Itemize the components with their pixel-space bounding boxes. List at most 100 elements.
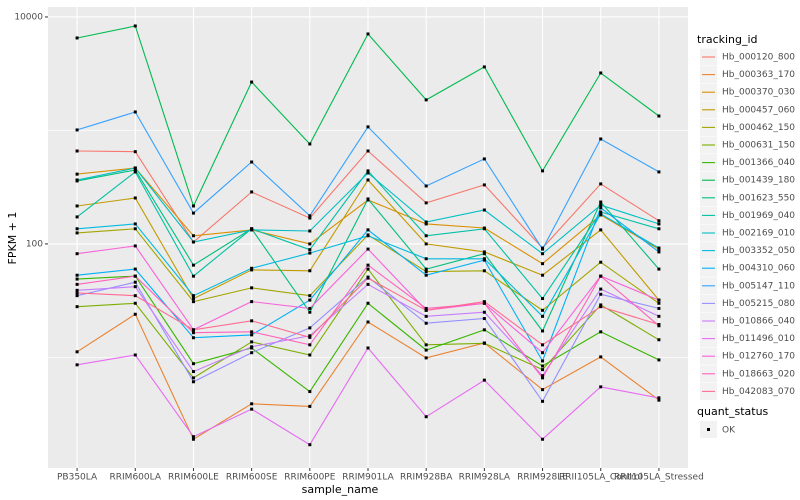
- point: [191, 204, 195, 208]
- point: [366, 178, 370, 182]
- point: [133, 244, 137, 248]
- point: [657, 314, 661, 318]
- point: [599, 71, 603, 75]
- y-tick-label: 10000: [14, 12, 43, 22]
- point: [424, 314, 428, 318]
- point: [541, 314, 545, 318]
- point: [541, 359, 545, 363]
- point: [191, 234, 195, 238]
- point: [657, 222, 661, 226]
- point: [191, 274, 195, 278]
- point: [541, 399, 545, 403]
- point: [599, 292, 603, 296]
- point: [541, 376, 545, 380]
- point: [75, 350, 79, 354]
- point: [366, 320, 370, 324]
- point: [366, 346, 370, 350]
- point: [250, 266, 254, 270]
- point: [541, 343, 545, 347]
- point: [541, 308, 545, 312]
- point: [541, 351, 545, 355]
- point: [424, 415, 428, 419]
- point: [133, 150, 137, 154]
- point: [599, 182, 603, 186]
- point: [599, 303, 603, 307]
- point: [541, 262, 545, 266]
- point: [366, 282, 370, 286]
- point: [657, 219, 661, 223]
- point: [541, 297, 545, 301]
- point: [75, 252, 79, 256]
- point: [482, 157, 486, 161]
- point: [308, 310, 312, 314]
- point: [250, 345, 254, 349]
- legend-label: Hb_042083_070: [722, 387, 795, 397]
- legend-label: Hb_000370_030: [722, 88, 795, 98]
- x-axis-title: sample_name: [302, 483, 379, 496]
- y-tick-label: 100: [26, 239, 43, 249]
- point: [657, 298, 661, 302]
- point: [541, 364, 545, 368]
- point: [657, 358, 661, 362]
- point: [482, 328, 486, 332]
- point: [366, 125, 370, 129]
- point: [191, 336, 195, 340]
- point: [308, 216, 312, 220]
- point: [75, 172, 79, 176]
- point: [75, 294, 79, 298]
- x-tick-label: RRIM928LE: [517, 473, 568, 483]
- point: [250, 351, 254, 355]
- point: [308, 353, 312, 357]
- point: [657, 306, 661, 310]
- point: [424, 220, 428, 224]
- point: [75, 273, 79, 277]
- point: [599, 355, 603, 359]
- point: [250, 333, 254, 337]
- point: [366, 247, 370, 251]
- point: [657, 250, 661, 254]
- point: [599, 260, 603, 264]
- x-tick-label: RRIM600SE: [226, 473, 278, 483]
- point: [366, 171, 370, 175]
- point: [482, 300, 486, 304]
- point: [424, 273, 428, 277]
- point: [541, 437, 545, 441]
- point: [308, 306, 312, 310]
- point: [482, 269, 486, 273]
- point: [250, 80, 254, 84]
- legend-label: Hb_000120_800: [722, 53, 795, 63]
- point: [250, 228, 254, 232]
- x-tick-label: RRII105LA_Control: [559, 473, 642, 483]
- point: [541, 329, 545, 333]
- point: [308, 269, 312, 273]
- legend-label: Hb_018663_020: [722, 369, 795, 379]
- point: [75, 36, 79, 40]
- point: [424, 98, 428, 102]
- point: [75, 227, 79, 231]
- point: [133, 166, 137, 170]
- point: [424, 222, 428, 226]
- legend-label: Hb_001439_180: [722, 176, 795, 186]
- point: [482, 310, 486, 314]
- point: [133, 285, 137, 289]
- point: [482, 252, 486, 256]
- point: [599, 210, 603, 214]
- point: [366, 149, 370, 153]
- point: [424, 321, 428, 325]
- point: [133, 312, 137, 316]
- point: [599, 287, 603, 291]
- point: [250, 402, 254, 406]
- point: [482, 301, 486, 305]
- point: [191, 376, 195, 380]
- point: [75, 277, 79, 281]
- point: [541, 388, 545, 392]
- point: [657, 338, 661, 342]
- point: [250, 300, 254, 304]
- point: [482, 341, 486, 345]
- point: [133, 227, 137, 231]
- point: [250, 286, 254, 290]
- point: [75, 282, 79, 286]
- point: [308, 214, 312, 218]
